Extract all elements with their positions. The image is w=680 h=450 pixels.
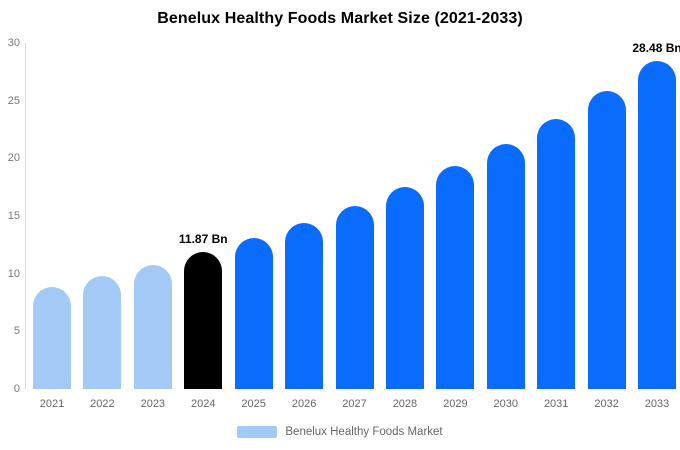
y-tick-label: 5 <box>13 325 20 338</box>
bar-2022 <box>83 276 122 389</box>
legend: Benelux Healthy Foods Market <box>0 426 680 438</box>
y-tick-label: 30 <box>7 37 20 49</box>
bar-2025 <box>234 238 273 389</box>
x-tick-label: 2023 <box>140 398 166 410</box>
y-tick-label: 0 <box>13 383 20 395</box>
value-label-2033: 28.48 Bn <box>632 40 680 55</box>
bar-2027 <box>335 205 374 389</box>
y-axis-line <box>25 43 26 389</box>
y-tick-label: 15 <box>7 210 20 222</box>
x-tick-label: 2030 <box>493 398 518 410</box>
bar-2029 <box>436 166 475 389</box>
bar-2024 <box>184 252 223 389</box>
bar-2023 <box>133 264 172 389</box>
bar-2033 <box>638 60 677 389</box>
x-tick-label: 2028 <box>392 398 418 410</box>
bar-2031 <box>537 118 576 389</box>
x-tick-label: 2031 <box>543 398 569 410</box>
x-tick-label: 2033 <box>644 398 670 410</box>
x-tick-label: 2032 <box>594 398 619 410</box>
legend-label: Benelux Healthy Foods Market <box>285 426 443 438</box>
x-tick-label: 2025 <box>241 398 266 410</box>
y-tick-label: 20 <box>7 152 20 165</box>
x-tick-label: 2024 <box>191 398 216 410</box>
bar-2032 <box>587 90 626 389</box>
bar-2028 <box>385 187 424 389</box>
legend-swatch <box>237 426 278 438</box>
chart-title: Benelux Healthy Foods Market Size (2021-… <box>157 10 523 27</box>
bar-2021 <box>33 286 71 389</box>
y-tick-label: 10 <box>7 267 20 280</box>
x-tick-label: 2022 <box>90 398 115 410</box>
x-tick-label: 2021 <box>39 398 65 410</box>
bar-2030 <box>486 143 525 389</box>
value-label-2024: 11.87 Bn <box>178 232 228 247</box>
x-tick-label: 2027 <box>342 398 367 410</box>
bar-2026 <box>285 222 324 389</box>
x-tick-label: 2026 <box>291 398 317 410</box>
x-tick-label: 2029 <box>443 398 468 410</box>
y-tick-label: 25 <box>7 94 20 107</box>
